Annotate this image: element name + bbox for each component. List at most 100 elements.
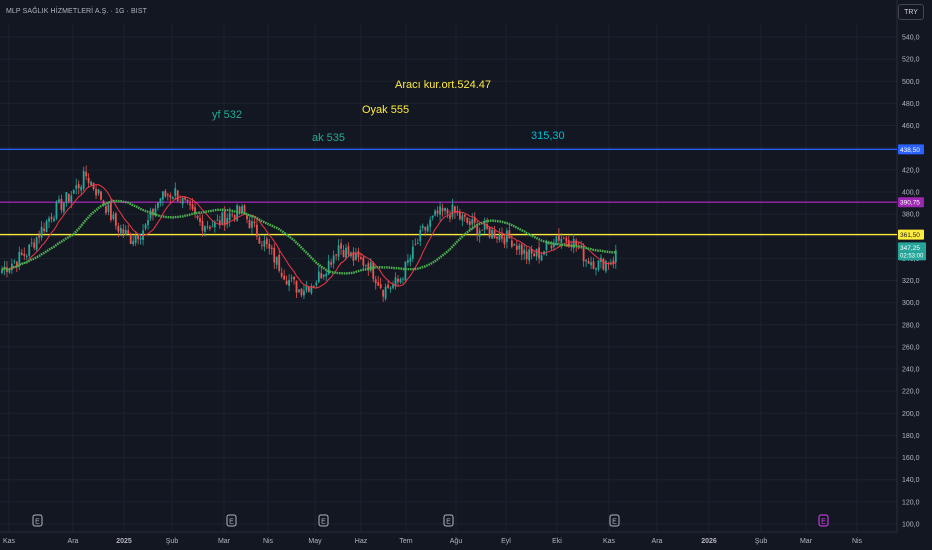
candle-body bbox=[278, 254, 281, 271]
earnings-marker-label: E bbox=[321, 519, 326, 526]
candle-body bbox=[449, 215, 451, 219]
candle-body bbox=[179, 201, 182, 203]
x-tick-label: 2026 bbox=[701, 538, 717, 545]
candle-body bbox=[355, 252, 357, 260]
candle-body bbox=[300, 288, 303, 296]
candle-body bbox=[107, 204, 110, 212]
candle-body bbox=[587, 260, 590, 264]
candle-body bbox=[557, 234, 560, 241]
earnings-marker-icon bbox=[226, 514, 237, 527]
x-tick-label: May bbox=[308, 538, 322, 545]
y-tick-label: 280,0 bbox=[902, 322, 920, 329]
candle-body bbox=[590, 262, 592, 266]
candle-body bbox=[53, 218, 55, 222]
candle-body bbox=[498, 234, 501, 240]
candle-body bbox=[23, 253, 26, 256]
candle-body bbox=[298, 289, 300, 292]
candle-body bbox=[157, 202, 159, 208]
candle-body bbox=[122, 229, 125, 234]
price-line-label: 390,75 bbox=[900, 200, 920, 207]
x-tick-label: Mar bbox=[218, 538, 231, 545]
candle-body bbox=[67, 193, 70, 202]
candle-body bbox=[369, 262, 372, 271]
candle-body bbox=[283, 275, 286, 280]
candle-body bbox=[612, 260, 615, 264]
candle-body bbox=[342, 250, 345, 258]
candle-body bbox=[515, 245, 518, 250]
y-tick-label: 240,0 bbox=[902, 367, 920, 374]
candle-body bbox=[184, 197, 187, 200]
candle-body bbox=[149, 210, 152, 219]
candle-body bbox=[223, 211, 226, 226]
y-tick-label: 420,0 bbox=[902, 167, 920, 174]
candle-body bbox=[92, 182, 95, 190]
earnings-marker-label: E bbox=[446, 519, 451, 526]
candle-body bbox=[45, 220, 48, 233]
candle-body bbox=[152, 209, 154, 216]
candle-body bbox=[238, 206, 241, 213]
candle-body bbox=[496, 236, 498, 239]
earnings-marker-label: E bbox=[229, 519, 234, 526]
annotation-2: Oyak 555 bbox=[362, 104, 409, 116]
candle-body bbox=[374, 279, 377, 284]
candle-body bbox=[520, 244, 523, 255]
candle-body bbox=[553, 244, 555, 247]
candle-body bbox=[585, 259, 587, 262]
candle-body bbox=[11, 263, 13, 271]
x-tick-label: Tem bbox=[399, 538, 412, 545]
candle-body bbox=[161, 191, 164, 200]
y-tick-label: 260,0 bbox=[902, 344, 920, 351]
y-tick-label: 500,0 bbox=[902, 79, 920, 86]
candle-body bbox=[256, 224, 258, 237]
candle-body bbox=[154, 208, 157, 215]
earnings-marker-label: E bbox=[821, 519, 826, 526]
candle-body bbox=[535, 248, 538, 257]
candle-body bbox=[387, 284, 389, 289]
candle-body bbox=[30, 242, 33, 244]
candle-body bbox=[226, 218, 229, 225]
x-tick-label: 2025 bbox=[116, 538, 132, 545]
candle-body bbox=[43, 228, 45, 232]
candle-body bbox=[248, 220, 251, 229]
candle-body bbox=[523, 249, 526, 254]
y-tick-label: 320,0 bbox=[902, 278, 920, 285]
candle-body bbox=[508, 230, 511, 239]
candle-body bbox=[176, 190, 179, 201]
candle-body bbox=[28, 244, 31, 256]
candle-body bbox=[102, 200, 105, 205]
candle-body bbox=[48, 218, 50, 222]
candle-body bbox=[65, 192, 68, 203]
candle-body bbox=[411, 246, 414, 259]
moving-average-fast bbox=[1, 184, 617, 289]
candle-body bbox=[194, 207, 196, 214]
candle-body bbox=[419, 229, 422, 242]
candle-body bbox=[483, 222, 486, 230]
x-tick-label: Eki bbox=[552, 538, 562, 545]
candle-body bbox=[139, 238, 142, 240]
candle-body bbox=[416, 242, 419, 244]
candle-body bbox=[454, 206, 456, 213]
candle-body bbox=[191, 204, 194, 210]
candle-body bbox=[402, 278, 404, 280]
x-tick-label: Ara bbox=[652, 538, 663, 545]
currency-button[interactable]: TRY bbox=[898, 4, 924, 20]
candle-body bbox=[18, 251, 21, 266]
candle-body bbox=[171, 196, 174, 200]
x-tick-label: Eyl bbox=[501, 538, 511, 545]
candle-body bbox=[8, 268, 11, 273]
earnings-marker-icon bbox=[318, 514, 329, 527]
price-label-bg bbox=[898, 229, 924, 240]
candle-body bbox=[525, 251, 528, 260]
candle-body bbox=[273, 247, 276, 263]
last-price-tag bbox=[898, 242, 926, 261]
candle-body bbox=[209, 226, 211, 229]
candle-body bbox=[265, 238, 268, 245]
y-tick-label: 520,0 bbox=[902, 57, 920, 64]
candle-body bbox=[85, 171, 88, 177]
candle-body bbox=[144, 224, 147, 229]
candle-body bbox=[134, 235, 137, 243]
earnings-marker-icon bbox=[32, 514, 43, 527]
candle-body bbox=[577, 247, 580, 249]
